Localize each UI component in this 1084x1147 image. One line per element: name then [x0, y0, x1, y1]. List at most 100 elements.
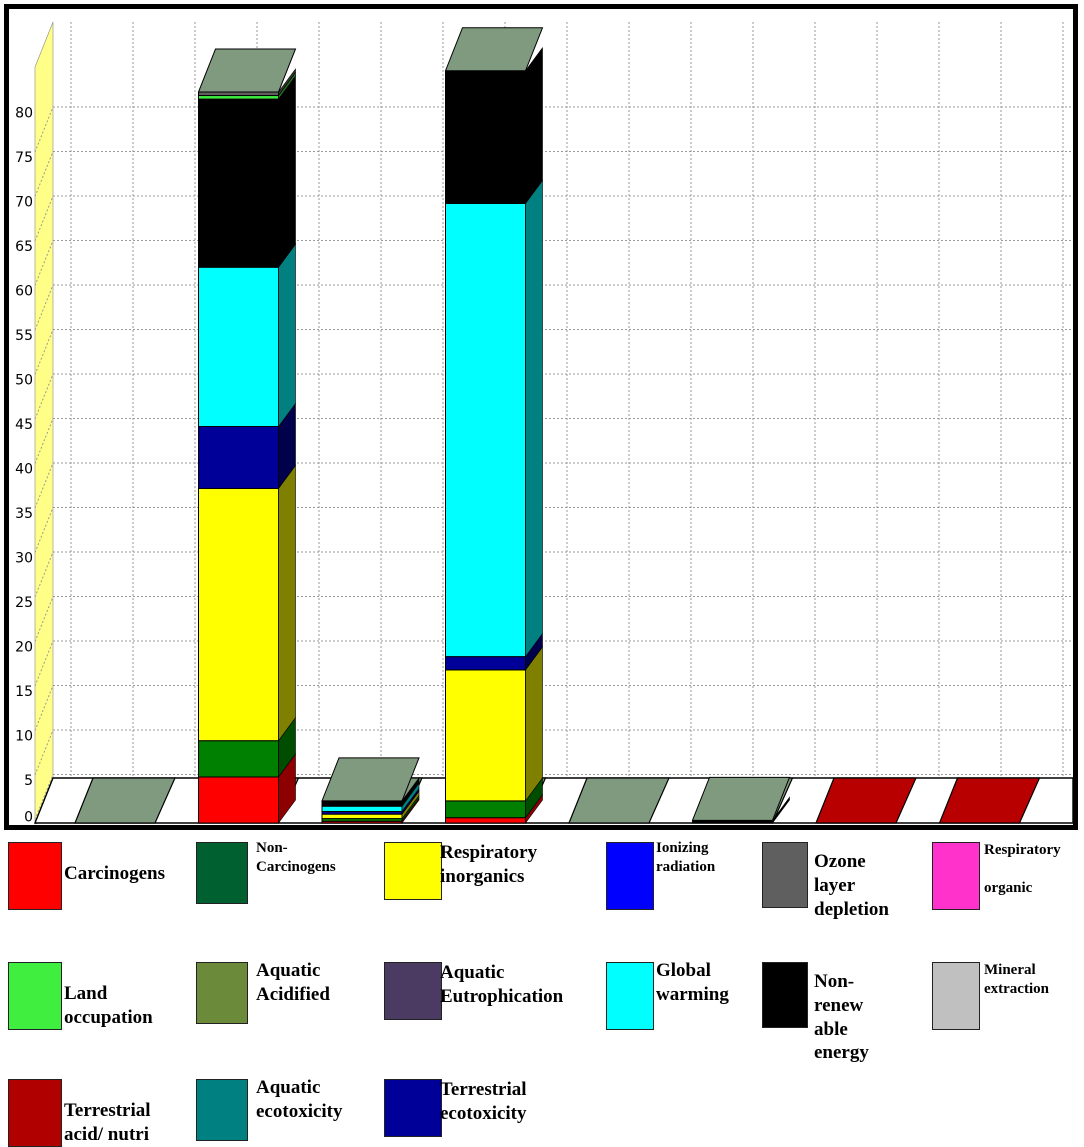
bar-segment-side	[525, 46, 543, 205]
legend-swatch	[196, 842, 248, 904]
legend-swatch	[384, 962, 442, 1020]
legend-swatch	[196, 1079, 248, 1141]
bar-segment	[321, 805, 403, 812]
bar-segment-side	[772, 796, 790, 824]
y-tick-label: 55	[15, 328, 33, 344]
gridline-wall	[34, 373, 54, 420]
bar-segment-side	[278, 243, 296, 428]
gridline-wall	[34, 240, 54, 286]
gridline-wall	[34, 640, 54, 687]
legend-label: Respiratory organic	[984, 842, 1061, 896]
bar-top-cap	[321, 757, 420, 802]
legend-label: Terrestrial acid/ nutri	[64, 1100, 151, 1145]
legend-swatch	[8, 1079, 62, 1147]
gridline-wall	[34, 462, 54, 509]
y-tick-label: 45	[15, 417, 33, 433]
y-tick-label: 75	[15, 150, 33, 166]
gridline-wall	[34, 329, 54, 375]
gridline-wall	[34, 151, 54, 197]
legend-swatch	[384, 842, 442, 900]
gridline-wall	[34, 774, 54, 820]
legend-label: Non-renew able energy	[814, 971, 869, 1064]
legend-label: Aquatic Eutrophication	[440, 962, 564, 1007]
bar-segment	[445, 817, 526, 824]
bar-segment	[198, 95, 279, 100]
bar-segment-side	[525, 645, 543, 802]
legend-swatch	[932, 962, 980, 1030]
bar-floor-pad	[568, 777, 670, 824]
bar-segment	[198, 426, 279, 489]
bar-segment-side	[525, 179, 543, 658]
bar-segment	[198, 91, 279, 97]
bar-segment	[445, 656, 526, 671]
bar-segment	[198, 98, 279, 268]
legend-label: Aquatic Acidified	[256, 960, 330, 1005]
y-tick-label: 80	[15, 106, 33, 122]
legend-swatch	[196, 962, 248, 1024]
bar-segment	[198, 487, 279, 742]
y-tick-label: 5	[24, 773, 33, 789]
bar-floor-pad	[815, 777, 917, 824]
bar-top-cap	[197, 48, 297, 93]
bar-top-cap	[691, 776, 791, 821]
legend-swatch	[8, 842, 62, 910]
bar-segment-side	[278, 464, 296, 742]
gridline-wall	[34, 106, 54, 153]
legend-label: Ozone layer depletion	[814, 851, 889, 920]
legend-label: Non-Carcinogens	[256, 840, 336, 875]
bar-segment	[198, 740, 279, 778]
y-tick-label: 60	[15, 284, 33, 300]
y-tick-label: 25	[15, 595, 33, 611]
bar-segment	[445, 669, 526, 802]
left-axis-wall	[34, 21, 54, 825]
legend-swatch	[762, 842, 808, 908]
y-tick-label: 35	[15, 506, 33, 522]
legend-swatch	[606, 962, 654, 1030]
legend-label: Respiratory inorganics	[440, 842, 538, 887]
legend-label: Global warming	[656, 960, 729, 1005]
gridline-wall	[34, 507, 54, 553]
y-tick-label: 40	[15, 462, 33, 478]
legend-label: Terrestrial ecotoxicity	[440, 1079, 527, 1124]
legend-label: Carcinogens	[64, 863, 165, 884]
bar-segment	[198, 776, 279, 824]
legend-swatch	[932, 842, 980, 910]
bar-floor-pad	[938, 777, 1041, 824]
legend-swatch	[384, 1079, 442, 1137]
chart-frame: 0 5 10 15 20 25 30 35 40 45 50 55 60 65 70 75 80	[4, 4, 1078, 830]
legend-label: Land occupation	[64, 983, 153, 1028]
bar-segment-side	[401, 776, 420, 808]
gridline-wall	[34, 596, 54, 642]
legend-swatch	[762, 962, 808, 1028]
floor	[33, 777, 1073, 824]
gridline-wall	[34, 418, 54, 464]
bar-floor-pad	[74, 777, 176, 824]
bar-segment	[445, 70, 526, 204]
legend-label: Mineral extraction	[984, 962, 1049, 997]
gridline-wall	[34, 685, 54, 731]
y-tick-label: 65	[15, 239, 33, 255]
bar-segment	[321, 813, 403, 820]
gridline-wall	[34, 729, 54, 776]
bar-segment-side	[278, 68, 296, 97]
bar-segment	[198, 266, 279, 428]
legend-swatch	[8, 962, 62, 1030]
bar-segment	[445, 800, 526, 819]
y-tick-label: 50	[15, 373, 33, 389]
y-tick-label: 10	[15, 729, 33, 745]
y-tick-label: 15	[15, 684, 33, 700]
stacked-bar-chart: 0 5 10 15 20 25 30 35 40 45 50 55 60 65 70 75 80	[15, 21, 1073, 826]
y-tick-label: 0	[24, 810, 33, 826]
bar-top-cap	[444, 27, 544, 72]
legend-label: Ionizing radiation	[656, 840, 716, 875]
y-tick-label: 20	[15, 640, 33, 656]
gridline-wall	[34, 195, 54, 242]
y-tick-label: 70	[15, 195, 33, 211]
gridline-wall	[34, 284, 54, 331]
bar-segment-side	[278, 75, 296, 269]
legend-label: Aquatic ecotoxicity	[256, 1077, 343, 1122]
bar-segment	[321, 800, 403, 807]
gridline-wall	[34, 551, 54, 598]
bar-segment	[445, 203, 526, 658]
y-tick-label: 30	[15, 551, 33, 567]
